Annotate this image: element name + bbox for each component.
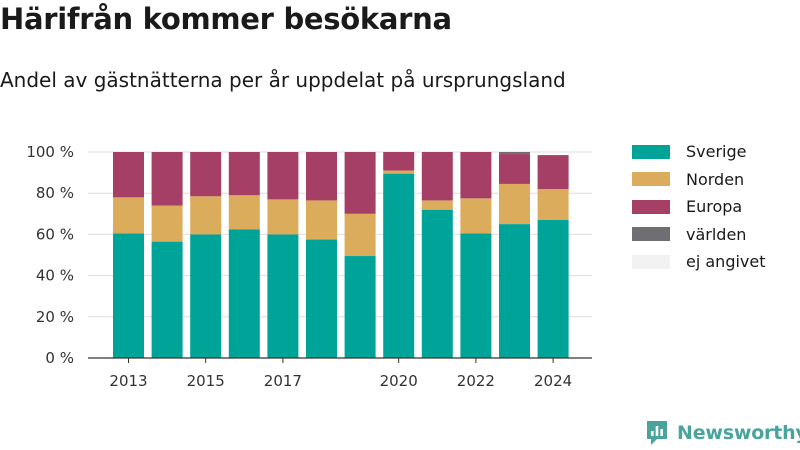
bar-sverige-2022 [460,233,492,358]
bar-norden-2024 [537,189,569,220]
legend-swatch [632,254,670,269]
bar-europa-2023 [499,154,530,184]
bar-sverige-2017 [267,234,299,358]
bar-norden-2023 [499,183,530,225]
legend-label: Europa [686,197,743,217]
y-tick-label: 20 % [36,308,74,326]
y-tick-label: 40 % [36,267,74,285]
bar-sverige-2019 [344,256,376,358]
bar-norden-2016 [228,195,260,230]
x-axis-ticks: 2013 2015 2017 2020 2022 2024 [109,358,572,390]
x-tick-label: 2015 [187,372,225,390]
brand-logo: Newsworthy [645,420,800,446]
bar-sverige-2013 [113,233,144,358]
legend-label: Sverige [686,142,747,162]
bar-norden-2017 [267,199,299,235]
y-tick-label: 100 % [26,143,74,161]
y-axis-ticks: 0 % 20 % 40 % 60 % 80 % 100 % [26,143,74,367]
x-tick-label: 2020 [380,372,418,390]
legend-swatch [632,144,670,159]
bar-europa-2021 [421,152,453,201]
y-tick-label: 80 % [36,184,74,202]
bar-norden-2020 [383,170,415,174]
bar-europa-2017 [267,152,299,200]
x-tick-label: 2013 [109,372,147,390]
legend-swatch [632,199,670,214]
bar-sverige-2020 [383,173,415,358]
legend-item: Sverige [632,138,766,166]
bar-norden-2014 [151,205,183,242]
bars [88,152,592,359]
bar-europa-2014 [151,152,183,206]
bar-europa-2018 [306,152,337,201]
bar-norden-2013 [113,197,144,234]
bar-norden-2019 [344,213,376,257]
y-tick-label: 60 % [36,225,74,243]
x-tick-label: 2024 [534,372,572,390]
bar-europa-2015 [190,152,222,197]
bar-sverige-2014 [151,241,183,358]
bar-norden-2018 [306,200,337,240]
legend-item: Norden [632,166,766,194]
bar-sverige-2018 [306,239,337,358]
bar-norden-2022 [460,198,492,234]
y-tick-label: 0 % [45,349,74,367]
bar-europa-2016 [228,152,260,196]
bar-sverige-2016 [228,229,260,358]
legend-item: ej angivet [632,248,766,276]
brand-name: Newsworthy [677,422,800,444]
bar-europa-2013 [113,152,144,198]
bar-världen-2023 [499,152,530,155]
bar-sverige-2021 [421,209,453,358]
legend-label: världen [686,224,747,244]
bar-sverige-2023 [499,224,530,358]
chart-title: Härifrån kommer besökarna [0,2,452,36]
bar-sverige-2015 [190,234,222,358]
bar-norden-2015 [190,196,222,235]
bar-europa-2024 [537,155,569,190]
bar-norden-2021 [421,200,453,210]
bar-europa-2020 [383,152,415,171]
x-tick-label: 2017 [264,372,302,390]
legend-label: Norden [686,169,745,189]
bar-europa-2022 [460,152,492,199]
legend: Sverige Norden Europa världen ej angivet [632,138,766,276]
legend-item: Europa [632,193,766,221]
bar-europa-2019 [344,152,376,214]
legend-item: världen [632,221,766,249]
legend-swatch [632,227,670,242]
legend-label: ej angivet [686,252,766,272]
x-tick-label: 2022 [457,372,495,390]
bar-sverige-2024 [537,219,569,358]
legend-swatch [632,172,670,187]
bar-chart-icon [647,421,667,445]
chart-subtitle: Andel av gästnätterna per år uppdelat på… [0,68,566,92]
